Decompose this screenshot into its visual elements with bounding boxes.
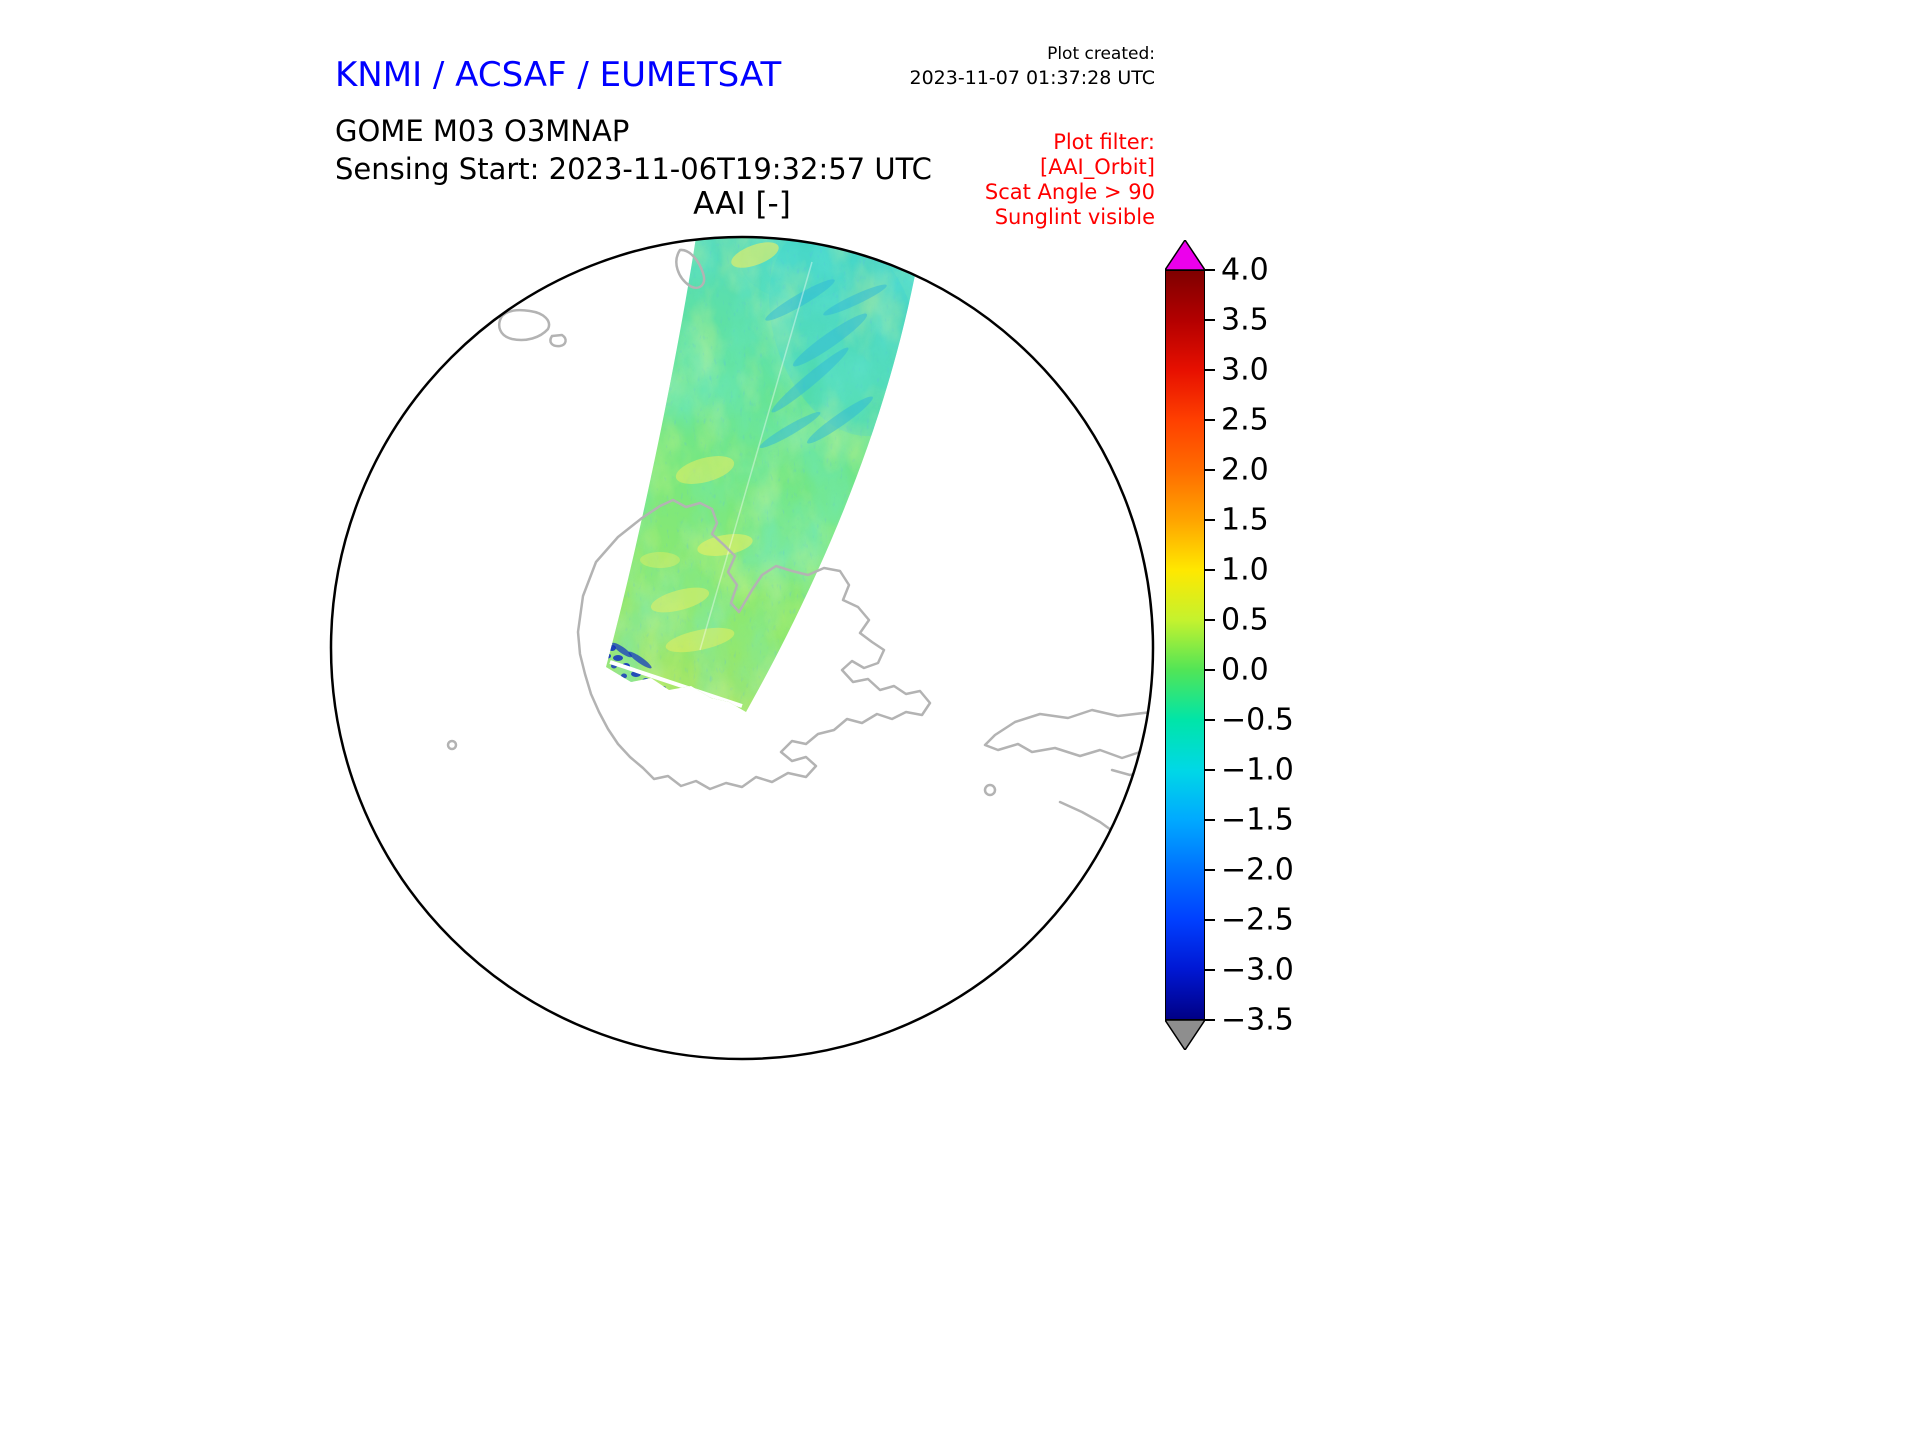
sensing-start-text: Sensing Start: 2023-11-06T19:32:57 UTC [335, 152, 932, 186]
coastline-small-island-1 [446, 739, 458, 751]
colorbar-tick-label: −2.0 [1221, 852, 1294, 888]
colorbar-tick-mark [1205, 369, 1215, 371]
plot-filter-line: [AAI_Orbit] [1040, 155, 1155, 179]
under-arrow-shape [1165, 1020, 1205, 1050]
coastline-island-group [498, 308, 551, 342]
swath-seam-line [699, 261, 813, 651]
colorbar-tick-mark [1205, 719, 1215, 721]
swath-gap-line [609, 660, 743, 708]
coastline-small-island-2 [983, 783, 997, 797]
coastline-south-georgia [675, 248, 706, 290]
colorbar-tick-mark [1205, 819, 1215, 821]
aai-swath [606, 237, 928, 712]
colorbar-tick-mark [1205, 619, 1215, 621]
coastline-antarctica [576, 498, 932, 791]
colorbar-tick-label: 3.0 [1221, 352, 1269, 388]
plot-created-block: Plot created: 2023-11-07 01:37:28 UTC [910, 44, 1156, 89]
colorbar-tick-label: 2.0 [1221, 452, 1269, 488]
colorbar-tick-mark [1205, 469, 1215, 471]
colorbar-tick-mark [1205, 769, 1215, 771]
colorbar-tick-label: 1.5 [1221, 502, 1269, 538]
colorbar-tick-label: 0.0 [1221, 652, 1269, 688]
colorbar-tick-mark [1205, 869, 1215, 871]
colorbar: 4.0 3.5 3.0 2.5 2.0 1.5 1.0 0.5 0.0 −0.5 −1.0 −1.5 −… [1165, 240, 1465, 1050]
colorbar-tick-label: −3.0 [1221, 952, 1294, 988]
plot-filter-line: Scat Angle > 90 [984, 180, 1155, 204]
colorbar-tick-label: 2.5 [1221, 402, 1269, 438]
colorbar-tick-label: 3.5 [1221, 302, 1269, 338]
plot-created-label: Plot created: [1047, 44, 1155, 64]
colorbar-tick-label: 0.5 [1221, 602, 1269, 638]
colorbar-tick-label: 1.0 [1221, 552, 1269, 588]
coastline-tierra-del-fuego [983, 708, 1153, 760]
colorbar-tick-label: −1.5 [1221, 802, 1294, 838]
colorbar-tick-mark [1205, 969, 1215, 971]
coastline-south-america-edge [1058, 800, 1152, 854]
colorbar-tick-label: 4.0 [1221, 252, 1269, 288]
map-boundary-circle [329, 235, 1155, 1061]
over-arrow-shape [1165, 240, 1205, 270]
plot-filter-block: Plot filter: [AAI_Orbit] Scat Angle > 90… [985, 130, 1155, 230]
colorbar-tick-mark [1205, 519, 1215, 521]
product-title: GOME M03 O3MNAP [335, 114, 630, 148]
colorbar-bar [1165, 270, 1205, 1020]
institution-title: KNMI / ACSAF / EUMETSAT [335, 55, 782, 95]
coastline-islet [549, 333, 567, 348]
colorbar-tick-label: −1.0 [1221, 752, 1294, 788]
plot-title: AAI [-] [693, 186, 791, 222]
colorbar-tick-label: −0.5 [1221, 702, 1294, 738]
colorbar-tick-mark [1205, 569, 1215, 571]
colorbar-tick-mark [1205, 1019, 1215, 1021]
swath-cyan-streaks [759, 279, 887, 449]
colorbar-under-arrow [1165, 1020, 1205, 1050]
swath-yellow-patches [640, 242, 779, 653]
plot-filter-line: Sunglint visible [994, 205, 1155, 229]
colorbar-tick-mark [1205, 669, 1215, 671]
plot-filter-line: Plot filter: [1053, 130, 1155, 154]
colorbar-tick-mark [1205, 419, 1215, 421]
colorbar-tick-mark [1205, 919, 1215, 921]
colorbar-ticks: 4.0 3.5 3.0 2.5 2.0 1.5 1.0 0.5 0.0 −0.5 −1.0 −1.5 −… [1165, 240, 1465, 1050]
colorbar-tick-mark [1205, 269, 1215, 271]
colorbar-over-arrow [1165, 240, 1205, 270]
colorbar-tick-label: −2.5 [1221, 902, 1294, 938]
colorbar-tick-mark [1205, 319, 1215, 321]
colorbar-tick-label: −3.5 [1221, 1002, 1294, 1038]
plot-created-value: 2023-11-07 01:37:28 UTC [909, 67, 1156, 89]
